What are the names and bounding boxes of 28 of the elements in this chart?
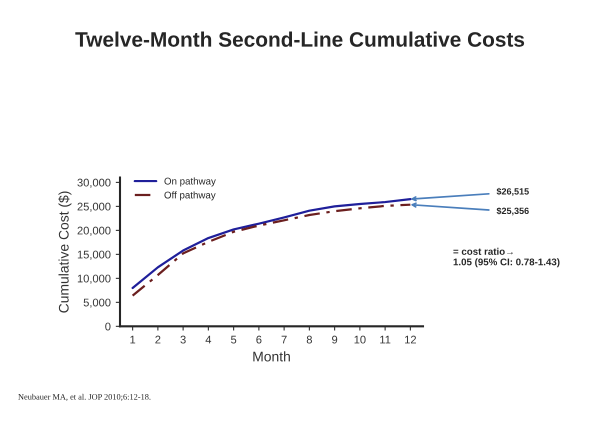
chart-title: Twelve-Month Second-Line Cumulative Costs xyxy=(75,32,524,47)
annotation: $26,515 xyxy=(496,188,529,196)
y-tick-label: 15,000 xyxy=(78,250,111,260)
y-tick-label: 25,000 xyxy=(78,202,111,212)
y-tick-label: 10,000 xyxy=(78,274,111,284)
x-tick-label: 11 xyxy=(380,336,390,344)
x-tick-label: 8 xyxy=(306,336,312,344)
text: = cost ratio→ 1.05 (95% CI: 0.78-1.43) xyxy=(453,248,560,268)
x-tick-label: 5 xyxy=(230,336,236,344)
x-tick-label: 9 xyxy=(332,336,338,344)
x-tick-label: 12 xyxy=(405,336,416,344)
legend-label: Off pathway xyxy=(164,191,216,200)
x-tick-label: 6 xyxy=(256,336,262,344)
y-tick-label: 30,000 xyxy=(77,178,111,188)
legend-label: On pathway xyxy=(164,177,216,186)
x-tick-label: 7 xyxy=(282,336,287,344)
x-axis-title: Month xyxy=(253,351,290,362)
x-tick-label: 4 xyxy=(206,336,212,344)
y-tick-label: 0 xyxy=(105,322,111,330)
y-tick-label: 5,000 xyxy=(84,298,111,308)
annotation: $25,356 xyxy=(496,207,529,216)
x-tick-label: 10 xyxy=(354,336,366,344)
x-tick-label: 3 xyxy=(180,336,186,344)
y-tick-label: 20,000 xyxy=(78,226,111,236)
x-tick-label: 1 xyxy=(130,336,136,344)
y-axis-title: Cumulative Cost ($) xyxy=(58,191,72,313)
x-tick-label: 2 xyxy=(155,336,160,344)
text: Neubauer MA, et al. JOP 2010;6:12-18. xyxy=(18,394,150,401)
